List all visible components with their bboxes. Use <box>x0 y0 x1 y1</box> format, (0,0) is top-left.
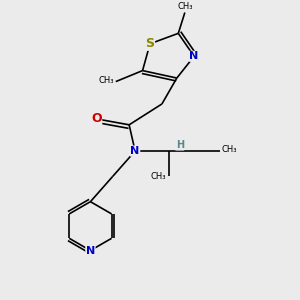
Text: S: S <box>146 37 154 50</box>
Text: CH₃: CH₃ <box>177 2 193 11</box>
Text: N: N <box>86 245 95 256</box>
Text: O: O <box>91 112 102 125</box>
Text: CH₃: CH₃ <box>151 172 167 181</box>
Text: N: N <box>190 51 199 61</box>
Text: CH₃: CH₃ <box>221 145 237 154</box>
Text: CH₃: CH₃ <box>99 76 114 85</box>
Text: N: N <box>130 146 140 156</box>
Text: H: H <box>176 140 184 150</box>
